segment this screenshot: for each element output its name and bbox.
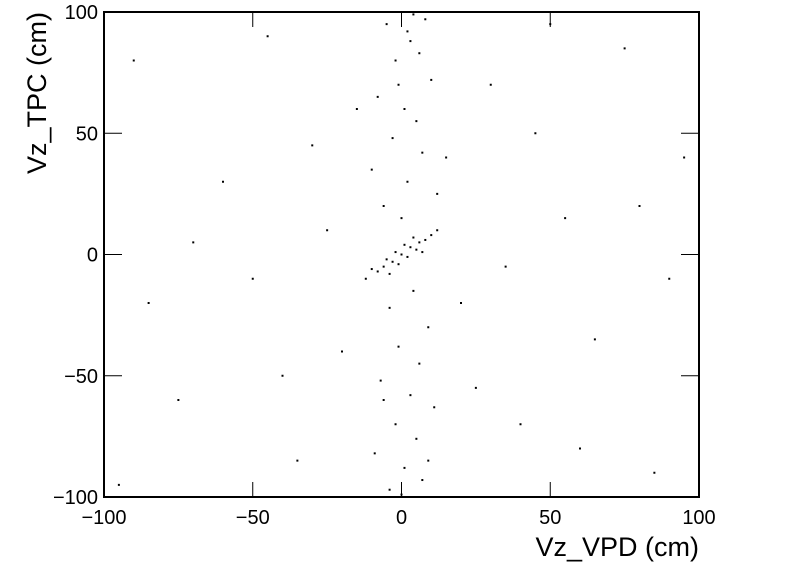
- point: [400, 493, 403, 496]
- point: [421, 479, 424, 482]
- point: [653, 471, 656, 474]
- point: [421, 251, 424, 254]
- point: [397, 83, 400, 86]
- point: [192, 241, 195, 244]
- point: [433, 406, 436, 409]
- point: [415, 120, 418, 123]
- point: [412, 13, 415, 16]
- point: [474, 386, 477, 389]
- point: [391, 260, 394, 263]
- point: [430, 234, 433, 237]
- point: [391, 137, 394, 140]
- point: [445, 156, 448, 159]
- point: [409, 394, 412, 397]
- x-tick-label: −100: [81, 507, 126, 529]
- point: [376, 270, 379, 273]
- point: [364, 277, 367, 280]
- point: [593, 338, 596, 341]
- point: [412, 236, 415, 239]
- point: [406, 255, 409, 258]
- point: [412, 289, 415, 292]
- point: [579, 447, 581, 450]
- point: [436, 229, 439, 232]
- point: [397, 263, 400, 266]
- x-axis-title: Vz_VPD (cm): [535, 532, 699, 562]
- point: [296, 459, 299, 462]
- point: [117, 483, 120, 486]
- x-tick-label: −50: [236, 507, 270, 529]
- point: [355, 108, 358, 110]
- point: [489, 83, 492, 86]
- point: [177, 399, 180, 401]
- point: [394, 59, 397, 62]
- point: [403, 108, 406, 110]
- point: [400, 253, 403, 256]
- point: [415, 437, 418, 440]
- y-axis-title: Vz_TPC (cm): [22, 12, 52, 174]
- point: [326, 229, 329, 232]
- point: [397, 345, 400, 348]
- y-tick-label: −100: [53, 487, 98, 509]
- point: [311, 144, 314, 147]
- point: [394, 251, 397, 254]
- x-tick-label: 0: [396, 507, 407, 529]
- point: [534, 132, 537, 135]
- point: [388, 306, 391, 309]
- point: [623, 47, 626, 50]
- point: [406, 180, 409, 183]
- point: [427, 326, 430, 329]
- point: [460, 302, 462, 304]
- point: [668, 277, 671, 280]
- x-tick-label: 100: [682, 507, 715, 529]
- point: [424, 18, 427, 21]
- point: [382, 205, 385, 207]
- point: [370, 168, 373, 171]
- y-tick-label: 0: [87, 245, 98, 267]
- point: [403, 243, 406, 246]
- point: [382, 265, 385, 268]
- point: [403, 466, 406, 469]
- point: [385, 23, 388, 26]
- point: [549, 23, 552, 26]
- point: [222, 180, 224, 183]
- point: [400, 217, 403, 220]
- point: [418, 362, 421, 365]
- point: [388, 272, 391, 275]
- point: [418, 52, 421, 55]
- point: [266, 35, 269, 38]
- point: [370, 268, 373, 271]
- point: [409, 40, 412, 43]
- point: [427, 459, 430, 462]
- point: [406, 30, 409, 33]
- point: [379, 379, 382, 382]
- y-tick-label: −50: [64, 366, 98, 388]
- point: [504, 265, 507, 268]
- point: [394, 423, 397, 426]
- point: [638, 205, 641, 207]
- point: [436, 192, 439, 195]
- point: [424, 238, 427, 241]
- point: [281, 374, 284, 377]
- point: [683, 156, 686, 159]
- point: [421, 151, 424, 154]
- point: [132, 59, 135, 62]
- point: [430, 78, 433, 81]
- point: [415, 248, 418, 251]
- point: [382, 399, 385, 401]
- point: [385, 258, 388, 261]
- point: [388, 488, 391, 491]
- point: [373, 452, 376, 455]
- y-tick-label: 100: [65, 2, 98, 24]
- point: [418, 241, 421, 244]
- point: [341, 350, 343, 353]
- y-tick-label: 50: [76, 123, 98, 145]
- point: [519, 423, 522, 426]
- point: [376, 95, 379, 98]
- x-tick-label: 50: [539, 507, 561, 529]
- point: [409, 246, 412, 249]
- point: [251, 277, 254, 280]
- point: [564, 217, 567, 220]
- point: [147, 302, 150, 304]
